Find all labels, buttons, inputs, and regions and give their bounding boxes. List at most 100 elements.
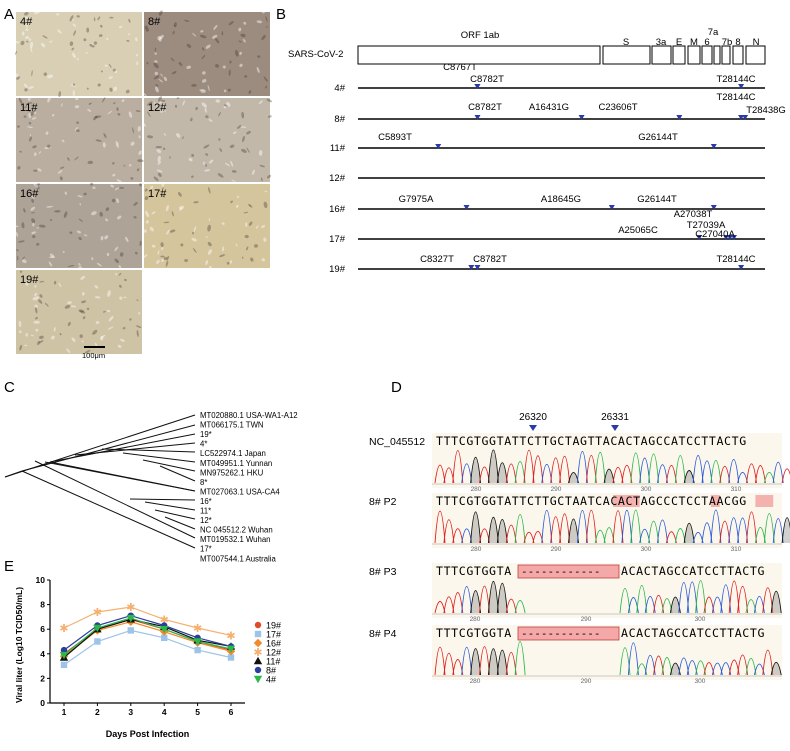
cell-texture: [161, 259, 165, 262]
mutation-label: G7975A: [399, 194, 435, 205]
cell-texture: [115, 198, 120, 204]
cell-texture: [50, 218, 53, 222]
cell-texture: [93, 115, 98, 121]
cell-texture: [113, 86, 118, 92]
cell-texture: [110, 184, 115, 188]
sequence-right: ACACTAGCCATCCTTACTG: [621, 626, 765, 640]
taxon-label: 19*: [200, 430, 212, 439]
cell-texture: [225, 162, 230, 167]
y-tick-label: 0: [40, 698, 45, 708]
data-point: [227, 654, 235, 661]
cell-texture: [244, 75, 248, 78]
cell-texture: [222, 246, 225, 252]
cell-texture: [217, 173, 224, 178]
cell-texture: [182, 136, 184, 140]
cell-texture: [263, 237, 267, 242]
panel-b-letter: B: [276, 6, 286, 23]
cell-texture: [125, 89, 130, 94]
cell-texture: [130, 141, 135, 146]
cell-texture: [78, 236, 82, 241]
x-tick-label: 3: [128, 707, 133, 717]
ruler-tick: 300: [695, 616, 706, 623]
cell-texture: [204, 107, 207, 113]
cell-texture: [20, 40, 25, 46]
series-line: [63, 621, 232, 657]
cell-texture: [214, 64, 220, 68]
cell-texture: [34, 304, 38, 308]
trace-peak: [487, 580, 499, 614]
cell-texture: [160, 99, 166, 102]
mutation-marker: [738, 115, 745, 120]
trace-peak: [496, 519, 508, 544]
cell-texture: [242, 256, 244, 259]
cell-texture: [235, 243, 238, 247]
y-axis-label: Viral liter (Log10 TCID50/mL): [14, 587, 24, 703]
cell-texture: [207, 249, 213, 255]
cell-texture: [233, 131, 237, 134]
trace-peak: [470, 457, 482, 484]
cell-texture: [177, 192, 182, 197]
gene-label: S: [623, 37, 629, 48]
cell-texture: [111, 198, 116, 203]
cell-texture: [49, 40, 53, 43]
data-point: [194, 646, 201, 654]
micrograph: 19#: [16, 270, 142, 354]
cell-texture: [178, 62, 183, 66]
deletion-box: [517, 564, 620, 579]
track-label: NC_045512: [369, 436, 425, 448]
cell-texture: [39, 280, 45, 283]
row-label: 11#: [330, 143, 346, 154]
cell-texture: [49, 253, 55, 259]
cell-texture: [93, 17, 96, 22]
sequence-right: ACACTAGCCATCCTTACTG: [621, 564, 765, 578]
cell-texture: [46, 144, 51, 149]
cell-texture: [234, 49, 239, 57]
cell-texture: [29, 38, 32, 41]
cell-texture: [100, 334, 106, 339]
cell-texture: [100, 336, 104, 341]
cell-texture: [157, 36, 161, 41]
cell-texture: [184, 19, 190, 22]
micrograph: 17#: [142, 182, 270, 270]
gene-label: 7b: [722, 37, 733, 48]
cell-texture: [161, 195, 166, 198]
cell-texture: [158, 96, 162, 102]
cell-texture: [67, 301, 72, 305]
cell-texture: [254, 244, 258, 248]
mutation-marker: [742, 115, 749, 120]
legend-label: 17#: [266, 630, 281, 640]
cell-texture: [113, 102, 116, 105]
mutation-row: 8# C8782T A16431G C23606T T28144C T28438G: [334, 92, 785, 125]
series: ✱ ✱ ✱ ✱ ✱ ✱ ✱ 12#: [59, 602, 281, 659]
trace-peak: [514, 514, 526, 544]
cell-texture: [36, 227, 39, 229]
cell-texture: [82, 316, 86, 320]
data-point: ✱: [193, 623, 202, 635]
cell-texture: [64, 304, 71, 309]
cell-texture: [137, 159, 144, 163]
cell-texture: [25, 36, 30, 40]
mutation-marker: [738, 84, 745, 89]
panel-a-letter: A: [4, 6, 14, 23]
trace-peak: [585, 455, 597, 484]
cell-texture: [201, 102, 208, 108]
cell-texture: [104, 64, 108, 67]
cell-texture: [58, 282, 62, 288]
cell-texture: [144, 25, 149, 30]
trace-peak: [434, 464, 446, 484]
cell-texture: [156, 149, 162, 154]
cell-texture: [203, 144, 210, 149]
micrograph-label: 8#: [148, 16, 161, 28]
cell-texture: [208, 218, 211, 221]
cell-texture: [136, 168, 140, 172]
cell-texture: [243, 38, 246, 43]
cell-texture: [38, 299, 43, 304]
cell-texture: [211, 34, 218, 39]
micrograph-label: 16#: [20, 188, 39, 200]
cell-texture: [69, 231, 73, 234]
cell-texture: [149, 185, 154, 190]
mutation-marker: [727, 235, 733, 240]
cell-texture: [101, 97, 106, 103]
data-point: [126, 614, 135, 623]
